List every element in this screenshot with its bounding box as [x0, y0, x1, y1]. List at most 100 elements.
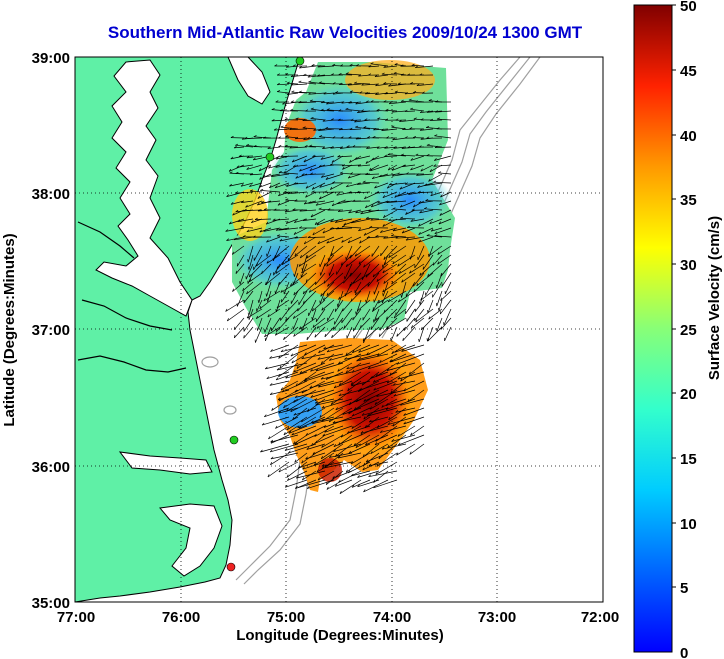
velocity-vector [401, 154, 416, 157]
velocity-vector [333, 434, 362, 448]
velocity-vector-head [391, 167, 395, 171]
velocity-vector [418, 236, 434, 243]
velocity-vector [349, 263, 362, 277]
velocity-vector [384, 254, 398, 266]
velocity-vector [330, 146, 344, 149]
velocity-vector [287, 416, 308, 431]
velocity-vector [311, 308, 317, 321]
velocity-vector-head [371, 308, 374, 312]
x-tick-label: 73:00 [478, 609, 516, 626]
velocity-vector [392, 137, 407, 141]
velocity-vector-head [305, 194, 308, 198]
velocity-vector [401, 227, 416, 234]
velocity-vector [377, 416, 398, 429]
velocity-vector [371, 200, 389, 208]
velocity-vector-head [349, 159, 352, 163]
velocity-vector [291, 425, 317, 436]
velocity-vector-head [341, 225, 345, 228]
velocity-vector [375, 362, 398, 377]
velocity-vector-head [271, 174, 274, 177]
velocity-vector [315, 398, 344, 406]
velocity-vector-head [400, 216, 404, 219]
velocity-vector [422, 254, 434, 270]
velocity-vector-head [402, 337, 404, 341]
velocity-vector-head [252, 235, 256, 238]
velocity-vector-head [233, 334, 236, 338]
velocity-vector [264, 317, 272, 333]
velocity-vector [306, 245, 326, 259]
velocity-vector-head [365, 172, 369, 175]
velocity-vector-head [311, 308, 314, 312]
velocity-vector [324, 425, 344, 433]
velocity-vector-head [355, 101, 359, 105]
velocity-vector [405, 92, 416, 95]
velocity-vector [436, 272, 443, 289]
velocity-vector-head [351, 413, 355, 417]
velocity-vector [343, 272, 353, 284]
velocity-vector [420, 110, 434, 114]
velocity-vector [409, 443, 425, 455]
velocity-vector-head [314, 221, 317, 225]
velocity-vector-head [418, 190, 421, 193]
velocity-vector [368, 209, 389, 212]
velocity-vector-head [330, 163, 334, 166]
velocity-vector-head [322, 433, 325, 437]
velocity-vector-head [386, 380, 390, 384]
velocity-vector-head [435, 110, 438, 113]
velocity-vector-head [240, 225, 244, 228]
velocity-vector [333, 317, 344, 330]
velocity-vector-head [357, 484, 360, 488]
velocity-vector [408, 362, 425, 375]
velocity-vector-head [334, 220, 338, 223]
velocity-vector-head [391, 110, 395, 113]
velocity-vector [382, 263, 398, 274]
velocity-vector [365, 200, 380, 209]
velocity-vector-head [335, 227, 339, 230]
velocity-vector [374, 74, 389, 78]
velocity-vector-head [365, 92, 368, 95]
velocity-vector [326, 281, 344, 296]
velocity-vector [325, 173, 344, 180]
velocity-vector-head [267, 474, 270, 478]
velocity-vector-head [229, 171, 233, 174]
velocity-vector-head [351, 425, 354, 429]
y-tick-label: 37:00 [32, 322, 70, 339]
velocity-vector-head [395, 236, 399, 239]
velocity-vector [345, 362, 362, 374]
velocity-vector-head [303, 201, 307, 205]
velocity-vector-head [401, 153, 405, 156]
velocity-vector-head [427, 338, 430, 342]
velocity-vector-head [310, 420, 314, 424]
velocity-vector-head [306, 447, 310, 450]
velocity-vector-head [429, 169, 432, 172]
velocity-vector-head [293, 182, 297, 185]
velocity-vector-head [370, 451, 373, 454]
velocity-vector-head [365, 205, 368, 209]
velocity-vector [377, 344, 398, 357]
velocity-vector-head [411, 325, 413, 329]
velocity-vector [431, 227, 443, 232]
velocity-vector [315, 272, 326, 285]
velocity-vector [323, 272, 335, 284]
velocity-vector [244, 137, 263, 139]
velocity-vector [424, 208, 443, 211]
velocity-vector [319, 254, 326, 268]
velocity-vector-head [385, 108, 389, 111]
velocity-vector-head [339, 490, 342, 494]
velocity-vector [353, 317, 362, 332]
velocity-vector [335, 398, 362, 411]
velocity-vector-head [350, 461, 354, 464]
velocity-vector-head [364, 196, 367, 200]
velocity-vector-head [355, 444, 358, 448]
velocity-vector-head [247, 266, 250, 270]
velocity-vector-head [291, 360, 294, 364]
velocity-vector [354, 155, 371, 160]
velocity-vector-head [318, 207, 322, 210]
velocity-vector-head [347, 430, 350, 434]
velocity-vector-head [383, 81, 387, 85]
velocity-vector [225, 299, 245, 312]
velocity-vector [246, 164, 263, 170]
velocity-vector [293, 182, 308, 185]
velocity-vector [309, 281, 326, 293]
velocity-vector-head [424, 183, 428, 186]
